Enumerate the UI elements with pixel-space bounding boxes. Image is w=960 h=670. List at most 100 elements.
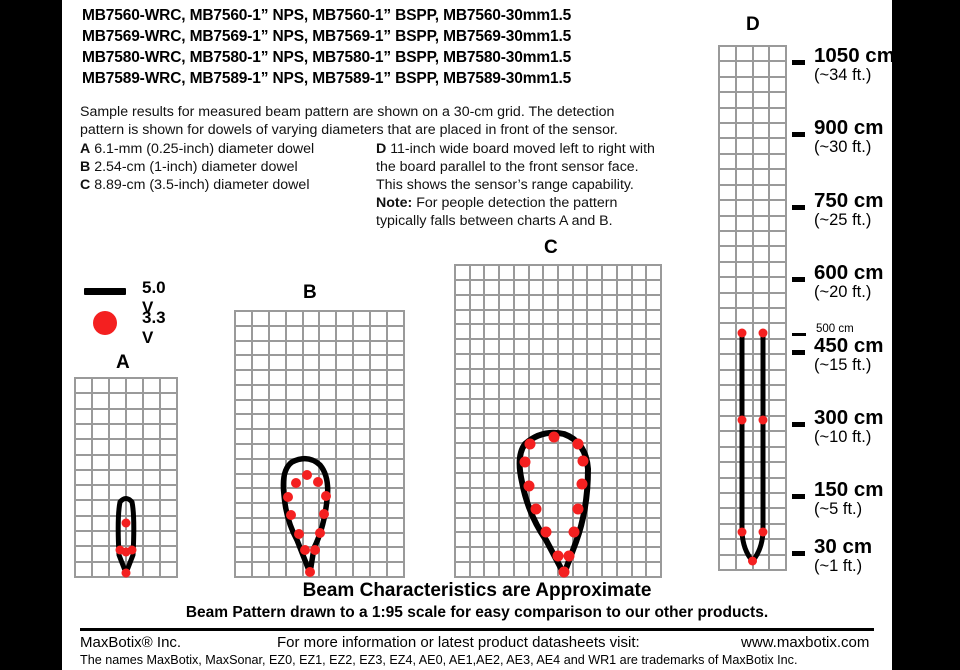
grid-cell [529, 295, 543, 309]
grid-cell [617, 399, 631, 413]
grid-cell [770, 309, 785, 323]
grid-cell [93, 409, 108, 423]
grid-cell [559, 266, 572, 279]
grid-cell [736, 62, 752, 76]
grid-cell [456, 488, 469, 502]
grid-cell [573, 399, 587, 413]
grid-cell [371, 356, 387, 370]
footer-trademarks: The names MaxBotix, MaxSonar, EZ0, EZ1, … [80, 653, 798, 667]
grid-cell [603, 459, 616, 472]
grid-cell [632, 488, 646, 502]
grid-cell [588, 310, 602, 324]
grid-cell [110, 562, 125, 576]
grid-cell [161, 440, 176, 454]
grid-cell [456, 563, 469, 576]
grid-cell [617, 355, 631, 368]
grid-cell [753, 278, 769, 292]
grid-cell [529, 266, 543, 279]
grid-cell [588, 399, 602, 413]
grid-cell [144, 409, 159, 423]
grid-cell [603, 310, 616, 324]
grid-cell [753, 293, 769, 307]
grid-cell [371, 489, 387, 503]
grid-cell [603, 429, 616, 443]
description-line-1: Sample results for measured beam pattern… [80, 104, 615, 120]
grid-cell [388, 474, 403, 488]
grid-cell [720, 386, 735, 400]
grid-cell [252, 326, 268, 340]
grid-cell [647, 295, 660, 309]
grid-cell [161, 486, 176, 500]
grid-cell [320, 430, 336, 443]
grid-cell [93, 470, 108, 485]
grid-cell [736, 447, 752, 462]
grid-cell [110, 470, 125, 485]
grid-cell [720, 447, 735, 462]
grid-cell [470, 355, 484, 368]
grid-cell [371, 430, 387, 443]
grid-cell [485, 488, 499, 502]
tick-dash-icon [792, 60, 805, 65]
grid-cell [736, 77, 752, 92]
grid-cell [269, 504, 285, 517]
grid-cell [252, 548, 268, 562]
grid-cell [127, 394, 142, 408]
grid-cell [161, 562, 176, 576]
grid-cell [470, 444, 484, 458]
grid-cell [573, 518, 587, 532]
grid-cell [337, 415, 353, 429]
grid-cell [647, 503, 660, 517]
grid-cell [485, 340, 499, 354]
grid-cell [93, 394, 108, 408]
grid-cell [736, 401, 752, 415]
grid-cell [736, 478, 752, 492]
tick-label: 500 cm [816, 323, 854, 335]
grid-cell [559, 295, 572, 309]
grid-cell [76, 470, 91, 485]
grid-cell [736, 201, 752, 215]
grid-cell [632, 429, 646, 443]
grid-cell [252, 312, 268, 325]
grid-cell [632, 473, 646, 487]
grid-cell [736, 231, 752, 246]
grid-cell [485, 444, 499, 458]
grid-cell [286, 489, 302, 503]
grid-cell [573, 503, 587, 517]
grid-cell [110, 440, 125, 454]
grid-cell [337, 385, 353, 399]
grid-cell [514, 310, 528, 324]
grid-cell [110, 532, 125, 546]
grid-cell [320, 312, 336, 325]
grid-cell [320, 341, 336, 355]
grid-cell [603, 340, 616, 354]
grid-cell [544, 325, 557, 339]
grid-cell [500, 369, 513, 383]
grid-cell [647, 399, 660, 413]
grid-cell [485, 563, 499, 576]
grid-cell [753, 201, 769, 215]
grid-cell [236, 356, 251, 370]
grid-cell [753, 93, 769, 107]
footer-url[interactable]: www.maxbotix.com [741, 634, 870, 651]
grid-cell [573, 548, 587, 562]
grid-cell [286, 459, 302, 473]
grid-cell [603, 533, 616, 547]
grid-cell [529, 429, 543, 443]
grid-cell [617, 429, 631, 443]
grid-cell [485, 325, 499, 339]
grid-cell [770, 124, 785, 138]
grid-cell [470, 295, 484, 309]
grid-cell [127, 486, 142, 500]
grid-cell [286, 444, 302, 458]
grid-cell [559, 444, 572, 458]
grid-cell [76, 532, 91, 546]
grid-cell [603, 295, 616, 309]
legend-label-5v: 5.0 V [142, 278, 166, 317]
grid-cell [588, 325, 602, 339]
caption-approximate: Beam Characteristics are Approximate [302, 580, 652, 601]
tick-dash-icon [792, 551, 805, 556]
grid-cell [320, 474, 336, 488]
grid-cell [770, 62, 785, 76]
grid-cell [647, 310, 660, 324]
grid-cell [720, 401, 735, 415]
